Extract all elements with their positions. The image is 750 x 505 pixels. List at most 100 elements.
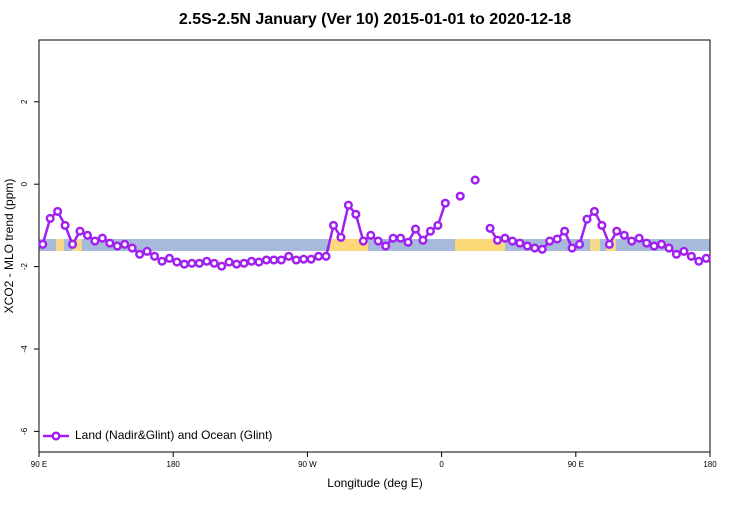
land-segment (330, 239, 368, 251)
y-axis-label: XCO2 - MLO trend (ppm) (2, 179, 16, 314)
data-point (530, 243, 540, 253)
data-point (396, 233, 406, 243)
data-point (582, 214, 592, 224)
data-point (157, 256, 167, 266)
data-point (627, 236, 637, 246)
data-point (314, 251, 324, 261)
data-point (351, 209, 361, 219)
data-point (455, 191, 465, 201)
data-point (567, 243, 577, 253)
data-point (82, 230, 93, 240)
data-point (515, 238, 525, 248)
data-point (328, 220, 339, 230)
data-point (485, 223, 495, 233)
legend-label: Land (Nadir&Glint) and Ocean (Glint) (75, 428, 272, 442)
data-point (224, 257, 234, 267)
data-point (656, 239, 667, 249)
data-point (164, 253, 175, 263)
data-point (492, 235, 503, 245)
land-segment (590, 239, 600, 251)
data-point (172, 257, 182, 267)
legend-marker (51, 431, 61, 441)
y-tick-label: 0 (20, 181, 29, 186)
data-point (560, 226, 570, 236)
data-point (440, 198, 450, 208)
data-point (299, 254, 309, 264)
x-tick-label: 90 E (31, 460, 47, 469)
data-point (112, 241, 122, 251)
data-point (664, 243, 674, 253)
data-point (142, 246, 152, 256)
x-tick-label: 90 E (568, 460, 584, 469)
y-tick-label: 2 (20, 99, 29, 104)
data-point (686, 251, 696, 261)
data-point (679, 246, 689, 256)
data-point (187, 258, 197, 268)
data-point (269, 255, 279, 265)
data-point (254, 257, 264, 267)
land-segment (56, 239, 64, 251)
data-point (537, 244, 547, 254)
data-point (403, 237, 413, 247)
data-point (68, 239, 78, 249)
data-point (507, 236, 517, 246)
x-tick-label: 180 (167, 460, 181, 469)
data-point (261, 255, 271, 265)
data-point (634, 233, 644, 243)
x-axis-label: Longitude (deg E) (327, 476, 422, 490)
data-point (694, 256, 704, 266)
data-point (373, 236, 383, 246)
data-point (246, 256, 257, 266)
data-point (38, 239, 48, 249)
y-tick-label: -2 (20, 262, 29, 270)
data-point (522, 241, 532, 251)
data-point (388, 233, 398, 243)
x-tick-label: 180 (703, 460, 717, 469)
data-point (150, 251, 160, 261)
data-point (500, 233, 510, 243)
data-point (410, 224, 421, 234)
data-point (209, 258, 219, 268)
data-point (470, 175, 480, 185)
data-point (604, 239, 614, 249)
land-segment (455, 239, 505, 251)
data-point (217, 261, 227, 271)
data-point (358, 236, 368, 246)
data-point (321, 251, 331, 261)
data-point (202, 256, 212, 266)
data-point (597, 220, 607, 230)
data-point (75, 226, 85, 236)
data-point (239, 258, 249, 268)
data-point (60, 220, 70, 230)
data-point (545, 236, 555, 246)
data-point (589, 206, 599, 216)
data-point (105, 238, 115, 248)
x-tick-label: 0 (439, 460, 444, 469)
data-point (619, 230, 629, 240)
data-point (194, 258, 204, 268)
data-point (291, 255, 301, 265)
y-tick-label: -6 (20, 427, 29, 435)
data-point (127, 243, 137, 253)
data-point (642, 238, 652, 248)
data-point (97, 233, 107, 243)
data-point (366, 230, 376, 240)
data-point (671, 249, 682, 259)
data-point (90, 236, 100, 246)
data-point (418, 235, 428, 245)
chart-title: 2.5S-2.5N January (Ver 10) 2015-01-01 to… (179, 11, 571, 28)
data-point (433, 220, 443, 230)
data-point (552, 234, 562, 244)
data-point (179, 259, 189, 269)
data-point (45, 213, 55, 223)
data-point (343, 200, 353, 210)
data-point (381, 241, 391, 251)
data-point (649, 241, 659, 251)
data-point (574, 239, 585, 249)
data-point (425, 226, 435, 236)
data-point (306, 254, 316, 264)
data-point (232, 259, 242, 269)
data-point (612, 226, 622, 236)
data-point (120, 239, 130, 249)
